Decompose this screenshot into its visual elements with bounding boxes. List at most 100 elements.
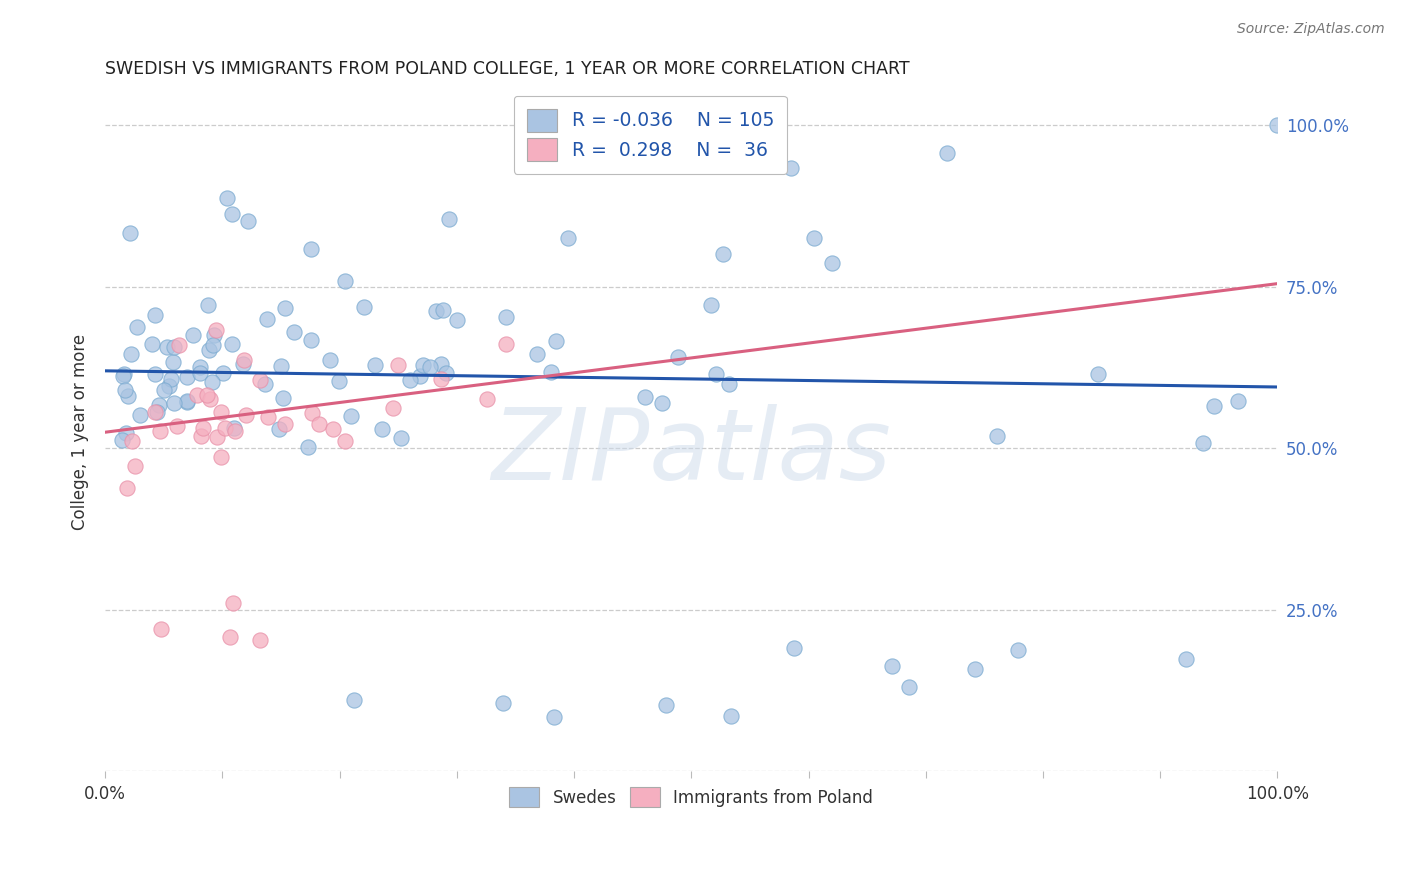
Point	[333, 434, 356, 448]
Point	[340, 409, 363, 424]
Point	[328, 374, 350, 388]
Point	[188, 359, 211, 374]
Point	[120, 226, 142, 240]
Point	[221, 337, 243, 351]
Point	[543, 709, 565, 723]
Point	[176, 394, 198, 409]
Point	[112, 368, 135, 383]
Point	[655, 698, 678, 712]
Point	[198, 392, 221, 406]
Point	[148, 398, 170, 412]
Point	[1226, 393, 1249, 408]
Point	[651, 395, 673, 409]
Point	[821, 256, 844, 270]
Point	[235, 408, 257, 422]
Point	[124, 459, 146, 474]
Point	[221, 207, 243, 221]
Point	[217, 191, 239, 205]
Point	[166, 418, 188, 433]
Point	[364, 358, 387, 372]
Point	[267, 422, 290, 436]
Point	[446, 313, 468, 327]
Point	[256, 312, 278, 326]
Point	[110, 433, 132, 447]
Point	[205, 430, 228, 444]
Point	[668, 350, 690, 364]
Point	[150, 622, 173, 636]
Text: ZIPatlas: ZIPatlas	[492, 404, 891, 501]
Point	[429, 372, 451, 386]
Legend: Swedes, Immigrants from Poland: Swedes, Immigrants from Poland	[503, 780, 880, 814]
Point	[718, 376, 741, 391]
Point	[437, 212, 460, 227]
Point	[156, 340, 179, 354]
Point	[190, 429, 212, 443]
Point	[112, 367, 135, 381]
Point	[115, 481, 138, 495]
Point	[412, 358, 434, 372]
Point	[270, 359, 292, 373]
Point	[557, 230, 579, 244]
Point	[198, 343, 221, 358]
Point	[634, 390, 657, 404]
Point	[148, 424, 170, 438]
Point	[214, 421, 236, 435]
Point	[121, 434, 143, 448]
Point	[125, 319, 148, 334]
Point	[540, 365, 562, 379]
Point	[143, 405, 166, 419]
Point	[301, 406, 323, 420]
Point	[254, 376, 277, 391]
Point	[117, 389, 139, 403]
Point	[963, 662, 986, 676]
Point	[387, 358, 409, 372]
Point	[205, 323, 228, 337]
Point	[176, 369, 198, 384]
Point	[492, 696, 515, 710]
Point	[202, 327, 225, 342]
Point	[233, 353, 256, 368]
Point	[544, 334, 567, 348]
Point	[176, 394, 198, 409]
Point	[128, 409, 150, 423]
Point	[257, 410, 280, 425]
Point	[219, 630, 242, 644]
Point	[273, 301, 295, 315]
Point	[163, 340, 186, 354]
Point	[434, 366, 457, 380]
Point	[1202, 400, 1225, 414]
Point	[146, 405, 169, 419]
Point	[181, 327, 204, 342]
Text: SWEDISH VS IMMIGRANTS FROM POLAND COLLEGE, 1 YEAR OR MORE CORRELATION CHART: SWEDISH VS IMMIGRANTS FROM POLAND COLLEG…	[105, 60, 910, 78]
Point	[322, 422, 344, 436]
Point	[389, 432, 412, 446]
Point	[283, 326, 305, 340]
Point	[353, 300, 375, 314]
Point	[783, 641, 806, 656]
Point	[1087, 367, 1109, 381]
Point	[224, 425, 246, 439]
Point	[202, 337, 225, 351]
Point	[495, 336, 517, 351]
Point	[143, 308, 166, 322]
Point	[1007, 643, 1029, 657]
Point	[308, 417, 330, 431]
Point	[249, 632, 271, 647]
Point	[141, 337, 163, 351]
Point	[201, 375, 224, 389]
Point	[212, 366, 235, 380]
Point	[430, 358, 453, 372]
Point	[477, 392, 499, 406]
Point	[197, 298, 219, 312]
Point	[780, 161, 803, 175]
Point	[188, 366, 211, 380]
Point	[236, 214, 259, 228]
Point	[398, 373, 420, 387]
Point	[700, 298, 723, 312]
Point	[419, 360, 441, 375]
Point	[162, 354, 184, 368]
Point	[209, 450, 232, 464]
Point	[297, 440, 319, 454]
Point	[371, 422, 394, 436]
Point	[720, 709, 742, 723]
